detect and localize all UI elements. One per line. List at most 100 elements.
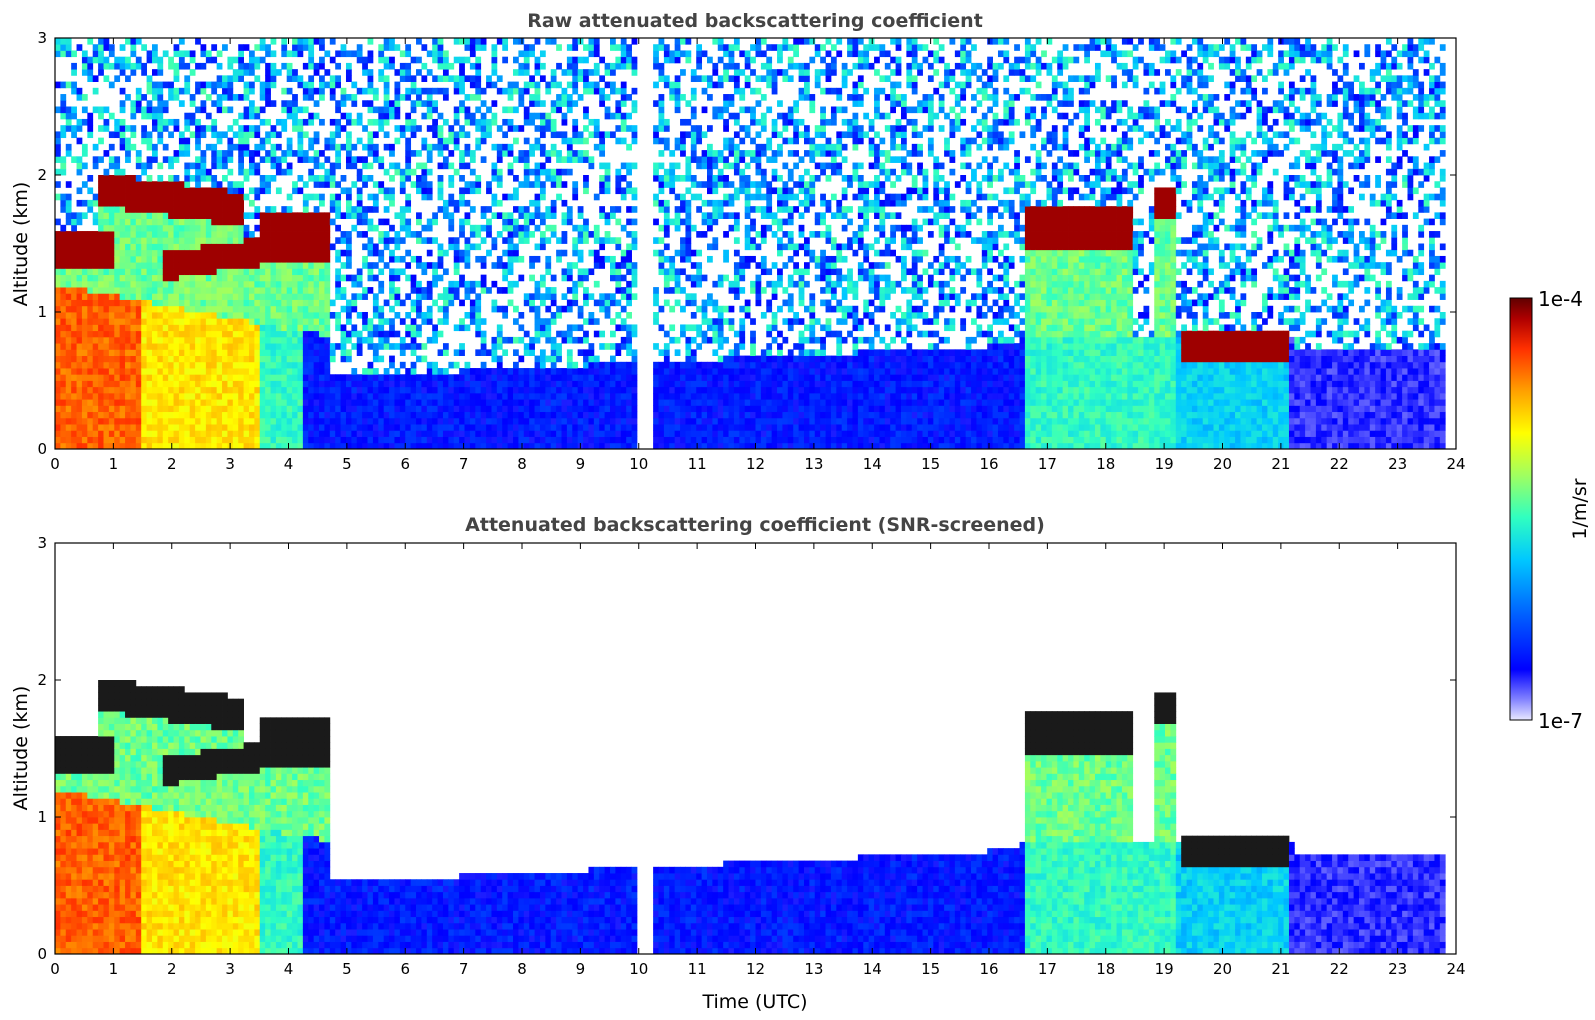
- heatmap-cell: [286, 106, 293, 114]
- heatmap-cell: [286, 399, 293, 406]
- heatmap-cell: [168, 199, 174, 207]
- heatmap-cell: [372, 386, 379, 394]
- heatmap-cell: [340, 125, 347, 132]
- heatmap-cell: [286, 405, 293, 413]
- heatmap-cell: [620, 100, 627, 107]
- heatmap-cell: [367, 386, 374, 394]
- heatmap-cell: [65, 361, 72, 369]
- heatmap-cell: [259, 81, 266, 89]
- heatmap-cell: [583, 218, 589, 226]
- heatmap-cell: [211, 287, 218, 294]
- heatmap-cell: [313, 87, 320, 95]
- heatmap-cell: [157, 336, 164, 344]
- heatmap-cell: [502, 336, 509, 344]
- heatmap-cell: [335, 206, 341, 213]
- heatmap-cell: [81, 368, 88, 375]
- heatmap-cell: [189, 305, 196, 313]
- heatmap-cell: [168, 237, 174, 244]
- heatmap-cell: [626, 343, 632, 350]
- heatmap-cell: [319, 305, 325, 313]
- heatmap-cell: [416, 299, 422, 307]
- heatmap-cell: [394, 386, 401, 394]
- heatmap-cell: [259, 330, 266, 338]
- heatmap-cell: [356, 436, 363, 444]
- heatmap-cell: [513, 318, 519, 325]
- heatmap-cell: [319, 118, 325, 126]
- heatmap-cell: [653, 50, 659, 58]
- heatmap-cell: [189, 336, 196, 344]
- heatmap-cell: [248, 168, 255, 176]
- heatmap-cell: [518, 380, 525, 388]
- heatmap-cell: [297, 150, 304, 157]
- heatmap-cell: [173, 243, 180, 251]
- heatmap-cell: [292, 243, 298, 251]
- heatmap-cell: [81, 231, 88, 238]
- heatmap-cell: [410, 374, 417, 381]
- heatmap-cell: [114, 299, 121, 307]
- heatmap-cell: [168, 293, 174, 300]
- heatmap-cell: [248, 293, 255, 300]
- heatmap-cell: [534, 137, 541, 145]
- heatmap-cell: [55, 249, 61, 257]
- heatmap-cell: [308, 330, 315, 338]
- heatmap-cell: [453, 293, 460, 300]
- heatmap-cell: [71, 274, 77, 282]
- heatmap-cell: [539, 361, 546, 369]
- heatmap-cell: [297, 118, 304, 126]
- heatmap-cell: [168, 262, 174, 269]
- heatmap-cell: [162, 118, 169, 126]
- heatmap-cell: [345, 355, 352, 363]
- heatmap-cell: [157, 81, 164, 89]
- heatmap-cell: [76, 237, 83, 244]
- heatmap-cell: [453, 206, 460, 213]
- heatmap-cell: [243, 368, 250, 375]
- heatmap-cell: [496, 324, 503, 332]
- heatmap-cell: [76, 355, 83, 363]
- heatmap-cell: [265, 349, 271, 356]
- heatmap-cell: [157, 212, 164, 219]
- heatmap-cell: [292, 150, 298, 157]
- heatmap-cell: [135, 106, 142, 114]
- heatmap-cell: [125, 312, 131, 319]
- heatmap-cell: [615, 175, 622, 182]
- heatmap-cell: [453, 131, 460, 139]
- heatmap-cell: [491, 100, 498, 107]
- heatmap-cell: [270, 318, 277, 325]
- heatmap-cell: [162, 299, 169, 307]
- heatmap-cell: [464, 361, 471, 369]
- heatmap-cell: [507, 287, 514, 294]
- heatmap-cell: [469, 399, 476, 406]
- heatmap-cell: [442, 343, 449, 350]
- heatmap-cell: [55, 106, 61, 114]
- heatmap-cell: [76, 361, 83, 369]
- heatmap-cell: [87, 399, 94, 406]
- heatmap-cell: [125, 56, 131, 64]
- heatmap-cell: [389, 280, 395, 288]
- heatmap-cell: [292, 305, 298, 313]
- heatmap-cell: [486, 442, 492, 450]
- heatmap-cell: [254, 112, 261, 120]
- heatmap-cell: [545, 268, 552, 276]
- heatmap-cell: [615, 361, 622, 369]
- heatmap-cell: [529, 94, 535, 101]
- heatmap-cell: [238, 336, 244, 344]
- heatmap-cell: [55, 231, 61, 238]
- heatmap-cell: [195, 349, 201, 356]
- heatmap-cell: [513, 137, 519, 145]
- heatmap-cell: [259, 355, 266, 363]
- heatmap-cell: [232, 69, 239, 76]
- heatmap-cell: [135, 436, 142, 444]
- heatmap-cell: [620, 162, 627, 170]
- heatmap-cell: [227, 262, 234, 269]
- heatmap-cell: [513, 336, 519, 344]
- heatmap-cell: [631, 268, 638, 276]
- heatmap-cell: [275, 274, 282, 282]
- heatmap-cell: [351, 368, 358, 375]
- heatmap-cell: [157, 374, 164, 381]
- heatmap-cell: [507, 87, 514, 95]
- heatmap-cell: [593, 299, 600, 307]
- heatmap-cell: [60, 318, 67, 325]
- heatmap-cell: [313, 112, 320, 120]
- heatmap-cell: [399, 187, 406, 195]
- heatmap-cell: [556, 399, 562, 406]
